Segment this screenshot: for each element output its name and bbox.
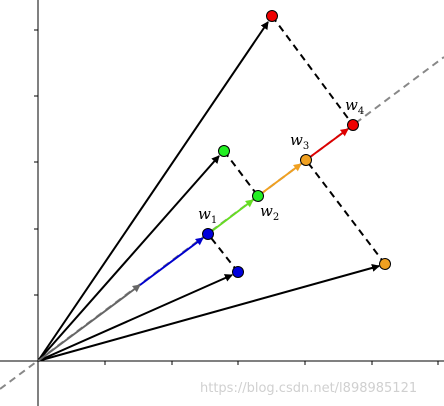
label-base: w	[198, 205, 211, 223]
label-sub: 2	[273, 212, 279, 223]
label-base: w	[290, 131, 303, 149]
watermark: https://blog.csdn.net/l898985121	[200, 381, 417, 396]
points	[202, 10, 391, 278]
node-label: w2	[260, 202, 279, 223]
label-sub: 4	[358, 106, 364, 117]
projected-vectors	[37, 128, 349, 362]
label-base: w	[260, 202, 273, 220]
projection-dashes	[207, 15, 386, 273]
node-label: w1	[198, 205, 217, 226]
node-label: w4	[345, 96, 364, 117]
label-sub: 1	[211, 215, 217, 226]
vectors	[37, 21, 380, 362]
label-sub: 3	[303, 141, 309, 152]
label-base: w	[345, 96, 358, 114]
node-label: w3	[290, 131, 309, 152]
